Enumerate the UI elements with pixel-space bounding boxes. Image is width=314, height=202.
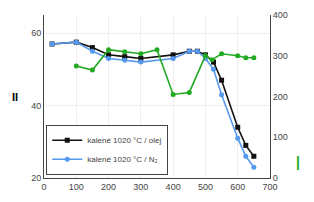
svg-text:20: 20: [31, 173, 41, 183]
svg-text:kalené 1020 °C / olej: kalené 1020 °C / olej: [87, 136, 161, 145]
svg-text:400: 400: [273, 10, 288, 20]
svg-text:0: 0: [41, 182, 46, 192]
svg-text:200: 200: [273, 92, 288, 102]
svg-text:60: 60: [31, 28, 41, 38]
svg-text:500: 500: [198, 182, 213, 192]
svg-text:0: 0: [273, 173, 278, 183]
svg-text:700: 700: [262, 182, 277, 192]
svg-text:kalené 1020 °C / N₂: kalené 1020 °C / N₂: [87, 155, 157, 164]
svg-text:II: II: [12, 91, 18, 103]
svg-text:300: 300: [133, 182, 148, 192]
svg-text:100: 100: [69, 182, 84, 192]
svg-text:400: 400: [166, 182, 181, 192]
svg-text:600: 600: [230, 182, 245, 192]
svg-text:100: 100: [273, 132, 288, 142]
svg-text:300: 300: [273, 51, 288, 61]
svg-text:200: 200: [101, 182, 116, 192]
svg-text:40: 40: [31, 101, 41, 111]
svg-text:|: |: [296, 154, 300, 170]
